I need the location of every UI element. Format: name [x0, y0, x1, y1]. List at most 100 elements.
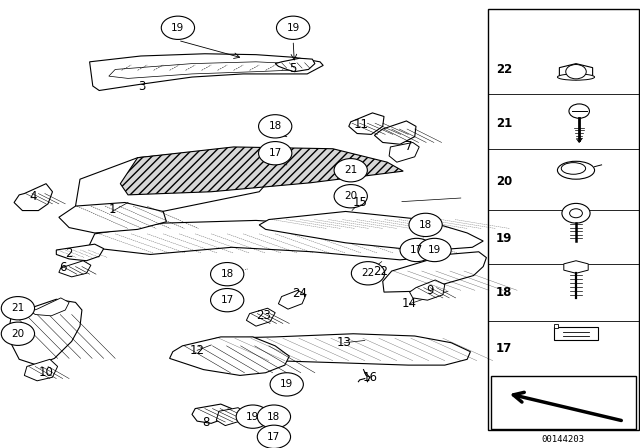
Text: 1: 1	[108, 203, 116, 216]
Text: 20: 20	[344, 191, 357, 201]
Polygon shape	[275, 58, 315, 72]
Text: 5: 5	[289, 61, 297, 75]
Circle shape	[259, 142, 292, 165]
Text: 11: 11	[354, 118, 369, 131]
Circle shape	[351, 262, 385, 285]
Polygon shape	[56, 244, 104, 261]
Text: 19: 19	[172, 23, 184, 33]
Ellipse shape	[557, 74, 595, 80]
Polygon shape	[259, 211, 483, 251]
Text: 7: 7	[404, 140, 412, 154]
Text: 22: 22	[373, 264, 388, 278]
Text: 22: 22	[362, 268, 374, 278]
Text: 18: 18	[269, 121, 282, 131]
Text: 21: 21	[496, 116, 512, 130]
Text: 2: 2	[65, 246, 73, 260]
Circle shape	[211, 289, 244, 312]
Text: 10: 10	[38, 366, 54, 379]
Polygon shape	[192, 404, 232, 423]
Bar	[488, 9, 639, 430]
Polygon shape	[14, 184, 52, 211]
Text: 20: 20	[12, 329, 24, 339]
Text: 24: 24	[292, 287, 307, 300]
Polygon shape	[246, 308, 275, 326]
Text: 3: 3	[138, 79, 146, 93]
Text: 12: 12	[189, 344, 205, 357]
Text: 17: 17	[496, 342, 512, 355]
Polygon shape	[278, 290, 306, 309]
Polygon shape	[559, 64, 593, 80]
Text: 17: 17	[410, 245, 423, 255]
Polygon shape	[24, 359, 58, 381]
Circle shape	[257, 405, 291, 428]
Text: 15: 15	[352, 196, 367, 209]
Text: 16: 16	[362, 370, 378, 384]
Polygon shape	[90, 54, 323, 90]
Circle shape	[570, 209, 582, 218]
Text: 22: 22	[496, 63, 512, 76]
Text: 20: 20	[496, 175, 512, 188]
Bar	[491, 376, 636, 429]
Circle shape	[566, 65, 586, 79]
Text: 4: 4	[29, 190, 37, 203]
Circle shape	[257, 425, 291, 448]
Polygon shape	[170, 337, 289, 375]
Text: 18: 18	[221, 269, 234, 279]
Text: 21: 21	[344, 165, 357, 175]
Circle shape	[161, 16, 195, 39]
Polygon shape	[8, 299, 82, 365]
Text: 18: 18	[496, 285, 513, 299]
Polygon shape	[59, 261, 91, 277]
Polygon shape	[88, 220, 448, 260]
Text: 21: 21	[12, 303, 24, 313]
Text: 19: 19	[496, 232, 513, 245]
Text: 9: 9	[426, 284, 434, 297]
Polygon shape	[120, 147, 403, 195]
Circle shape	[400, 238, 433, 262]
Circle shape	[211, 263, 244, 286]
Text: 17: 17	[268, 432, 280, 442]
Circle shape	[276, 16, 310, 39]
Polygon shape	[349, 113, 384, 134]
Circle shape	[418, 238, 451, 262]
Circle shape	[334, 185, 367, 208]
Circle shape	[1, 297, 35, 320]
Text: 23: 23	[256, 309, 271, 323]
Text: 17: 17	[221, 295, 234, 305]
Text: 8: 8	[202, 415, 210, 429]
Text: 19: 19	[428, 245, 441, 255]
Ellipse shape	[557, 161, 595, 179]
Polygon shape	[554, 324, 558, 328]
Circle shape	[409, 213, 442, 237]
Polygon shape	[410, 280, 445, 300]
Polygon shape	[374, 121, 416, 144]
Circle shape	[334, 159, 367, 182]
Circle shape	[259, 115, 292, 138]
Polygon shape	[564, 261, 588, 273]
Text: 19: 19	[287, 23, 300, 33]
Text: 17: 17	[269, 148, 282, 158]
Polygon shape	[109, 62, 307, 78]
Polygon shape	[389, 142, 419, 162]
Text: 19: 19	[246, 412, 259, 422]
Polygon shape	[31, 298, 69, 316]
Polygon shape	[204, 334, 470, 365]
Text: 13: 13	[337, 336, 352, 349]
Circle shape	[562, 203, 590, 223]
Polygon shape	[216, 408, 244, 426]
Polygon shape	[383, 252, 486, 292]
Circle shape	[1, 322, 35, 345]
Text: 14: 14	[402, 297, 417, 310]
Circle shape	[270, 373, 303, 396]
Circle shape	[569, 104, 589, 118]
Bar	[554, 327, 598, 340]
Ellipse shape	[561, 163, 586, 174]
Text: 18: 18	[268, 412, 280, 422]
Text: 6: 6	[59, 261, 67, 275]
Circle shape	[236, 405, 269, 428]
Text: 19: 19	[280, 379, 293, 389]
Polygon shape	[59, 202, 166, 233]
Text: 00144203: 00144203	[541, 435, 585, 444]
Text: 18: 18	[419, 220, 432, 230]
Polygon shape	[76, 149, 282, 222]
